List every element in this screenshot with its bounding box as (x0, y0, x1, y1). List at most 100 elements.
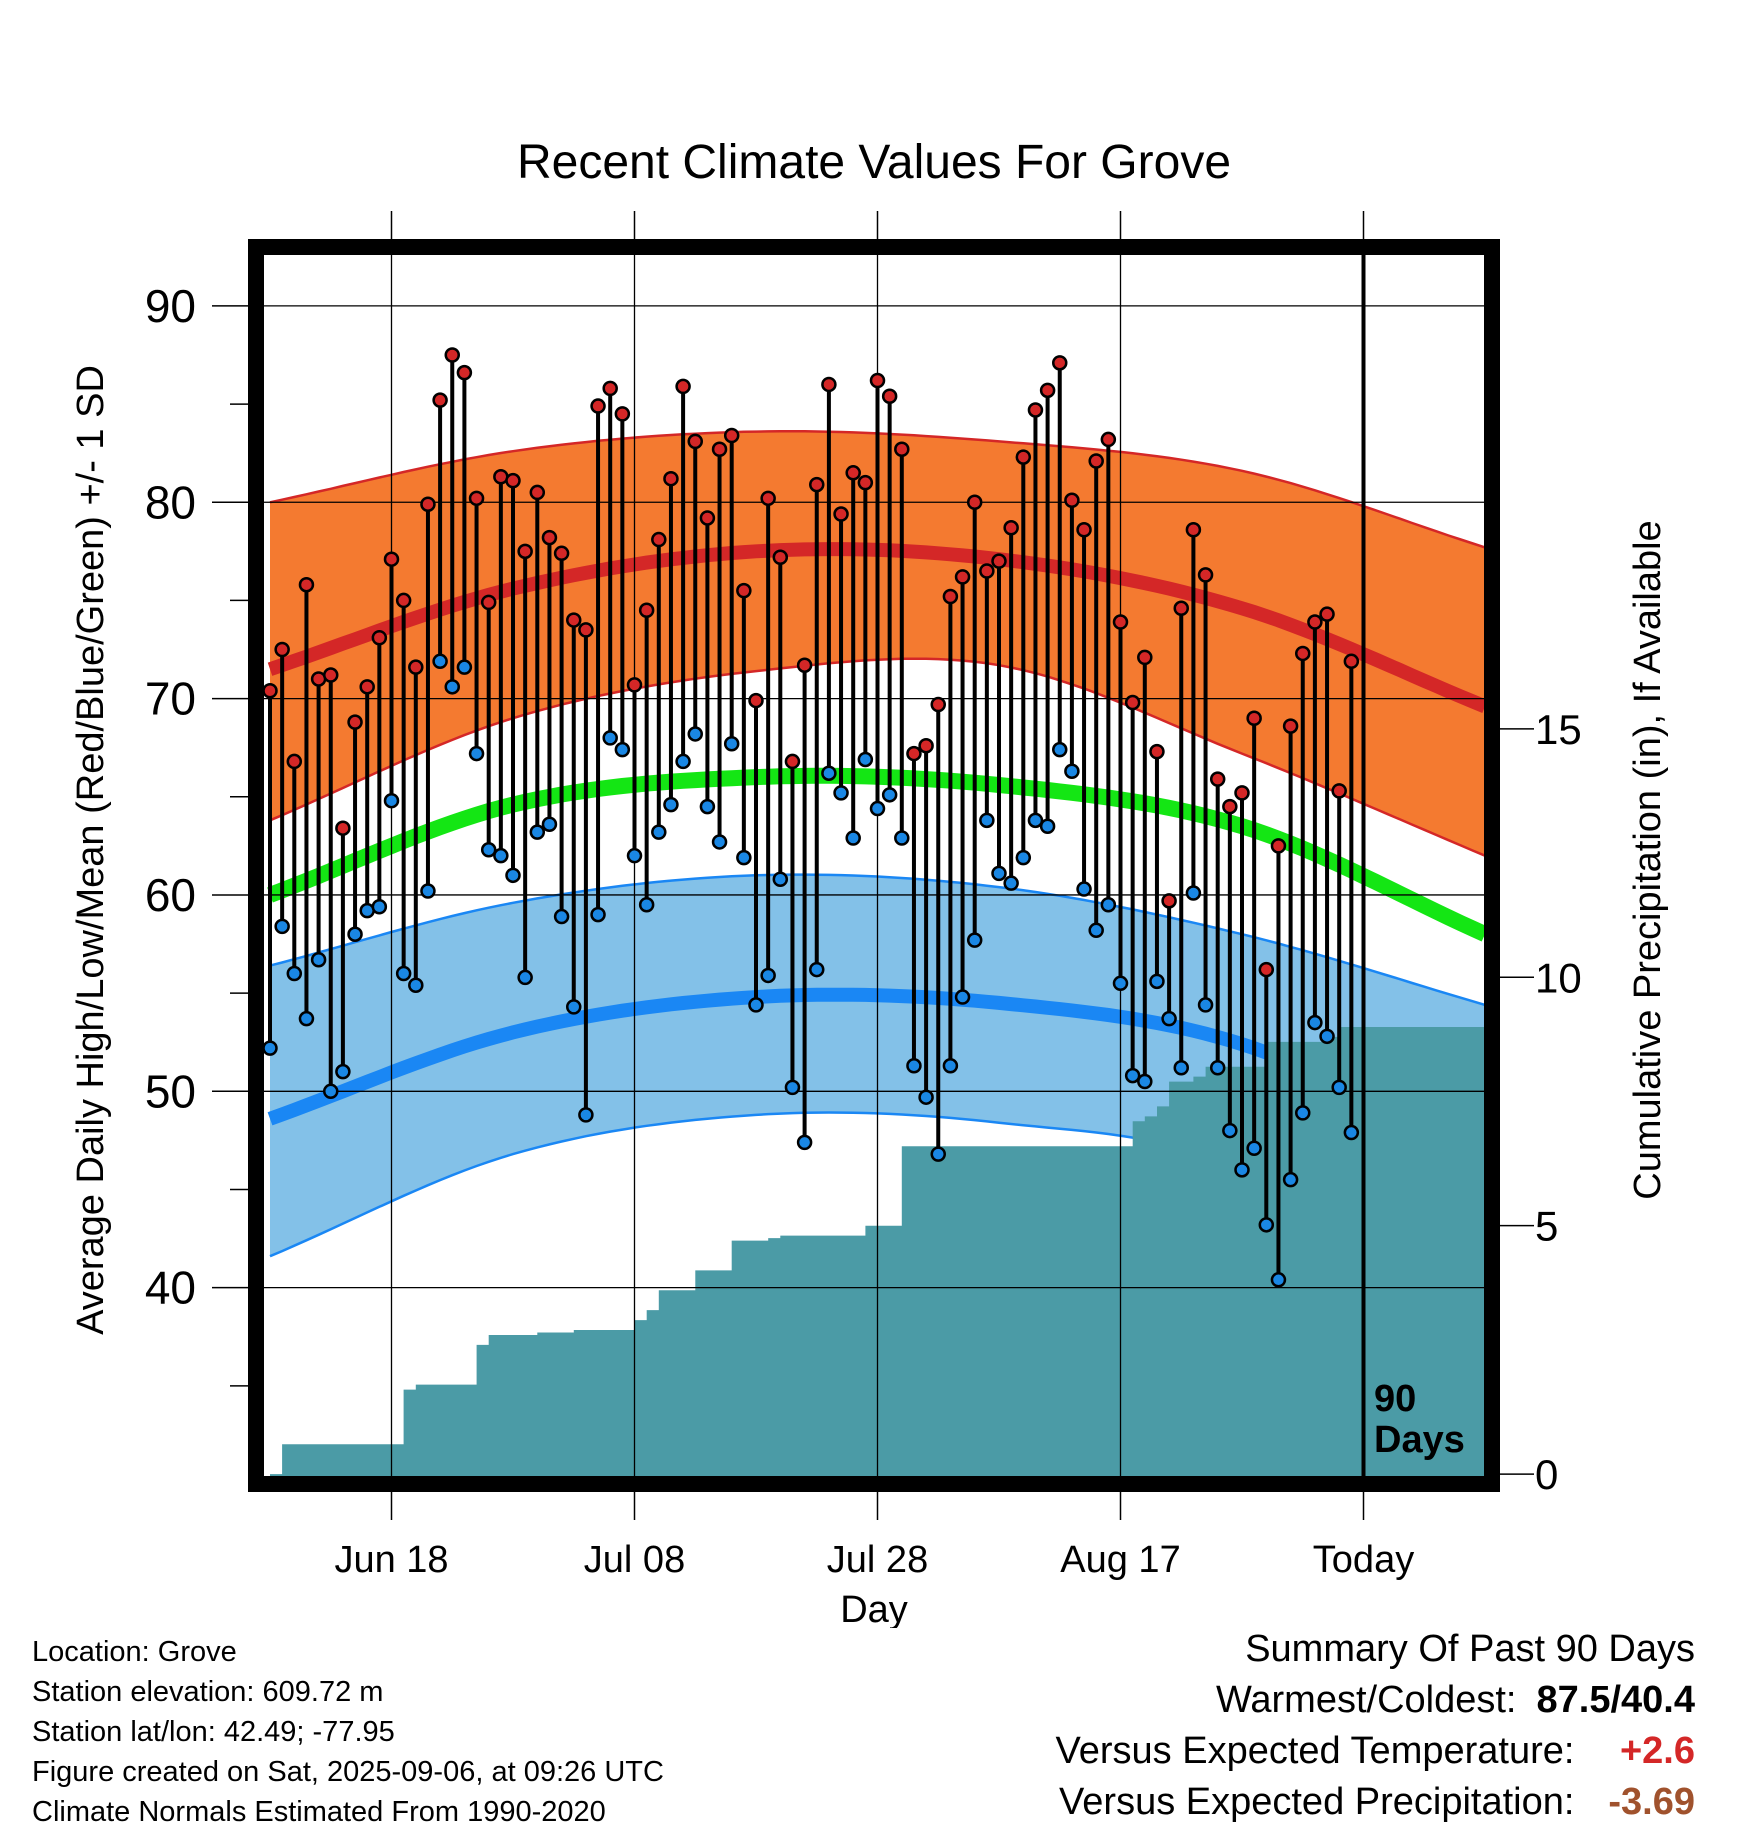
daily-low-point (614, 741, 631, 758)
x-tick-label: Jul 28 (827, 1539, 928, 1581)
daily-high-point (1222, 798, 1238, 815)
daily-high-point (456, 364, 473, 381)
x-tick-label: Today (1313, 1539, 1414, 1581)
daily-high-point (286, 753, 303, 770)
x-tick-label: Jun 18 (334, 1539, 448, 1581)
daily-high-point (760, 490, 776, 507)
daily-low-point (395, 965, 412, 982)
daily-low-point (833, 785, 849, 801)
daily-low-point (553, 908, 570, 925)
daily-low-point (1100, 897, 1117, 913)
temp-delta-value: +2.6 (1619, 1730, 1695, 1772)
today-marker-label-line1: 90 (1374, 1378, 1416, 1420)
daily-high-point (821, 376, 837, 393)
daily-high-point (1185, 521, 1202, 538)
daily-high-point (335, 820, 351, 836)
daily-low-point (371, 898, 388, 915)
warm-cold-separator: / (1610, 1679, 1622, 1721)
daily-low-point (286, 965, 303, 982)
daily-low-point (857, 751, 874, 768)
daily-low-point (468, 745, 485, 762)
daily-high-point (1343, 653, 1360, 670)
daily-high-point (383, 551, 400, 567)
daily-low-point (809, 961, 825, 978)
daily-high-point (1246, 710, 1262, 726)
daily-low-point (529, 824, 546, 840)
daily-high-point (432, 392, 448, 408)
daily-low-point (1246, 1140, 1262, 1156)
daily-low-point (1185, 885, 1202, 901)
daily-low-point (274, 918, 290, 935)
daily-high-point (1015, 449, 1032, 465)
daily-high-point (1331, 783, 1347, 799)
daily-low-point (505, 867, 521, 884)
daily-high-point (626, 677, 643, 693)
daily-low-point (1258, 1217, 1275, 1233)
daily-low-point (1076, 881, 1092, 897)
x-axis-label: Day (840, 1589, 908, 1628)
daily-low-point (493, 847, 509, 864)
daily-low-point (845, 830, 861, 846)
daily-low-point (796, 1134, 813, 1151)
daily-low-point (1137, 1073, 1153, 1090)
daily-high-point (420, 496, 436, 512)
daily-low-point (966, 932, 983, 948)
daily-low-point (675, 753, 691, 770)
daily-high-point (675, 378, 691, 395)
y-tick-label-left: 50 (145, 1065, 196, 1117)
daily-low-point (979, 812, 995, 829)
daily-low-point (480, 842, 497, 858)
daily-low-point (262, 1040, 278, 1056)
daily-high-point (833, 506, 849, 522)
daily-low-point (1319, 1028, 1335, 1045)
daily-low-point (310, 951, 327, 968)
plot-content (256, 247, 1492, 1484)
daily-low-point (869, 800, 886, 817)
daily-high-point (1319, 606, 1335, 622)
daily-high-point (408, 659, 424, 675)
warmest-value: 87.5 (1536, 1679, 1611, 1721)
created-text: Figure created on Sat, 2025-09-06, at 09… (32, 1756, 664, 1788)
daily-high-point (323, 667, 339, 683)
daily-low-point (1222, 1122, 1238, 1139)
y-tick-label-left: 40 (145, 1262, 196, 1314)
elevation-text: Station elevation: 609.72 m (32, 1676, 384, 1708)
daily-high-point (566, 612, 582, 628)
daily-low-point (1343, 1124, 1360, 1141)
daily-high-point (298, 576, 315, 593)
daily-high-point (262, 682, 278, 699)
daily-low-point (1052, 741, 1068, 758)
daily-low-point (784, 1079, 801, 1096)
y-tick-label-left: 90 (145, 280, 196, 332)
daily-high-point (1295, 645, 1311, 662)
precip-delta-label: Versus Expected Precipitation: (1059, 1781, 1575, 1823)
daily-high-point (529, 484, 546, 501)
daily-high-point (1076, 521, 1092, 538)
y-tick-label-left: 80 (145, 476, 196, 528)
daily-low-point (723, 736, 740, 752)
daily-high-point (881, 388, 898, 404)
y-tick-label-left: 70 (145, 673, 196, 725)
plot-frame (248, 239, 1500, 1492)
daily-low-point (1234, 1162, 1250, 1178)
daily-low-point (1331, 1079, 1347, 1096)
summary-heading: Summary Of Past 90 Days (1245, 1628, 1695, 1670)
precip-delta-row: Versus Expected Precipitation: -3.69 (1056, 1777, 1695, 1828)
daily-low-point (1039, 818, 1056, 834)
daily-low-point (626, 847, 643, 864)
daily-high-point (772, 549, 789, 565)
daily-high-point (857, 474, 874, 491)
daily-low-point (1064, 763, 1080, 780)
location-text: Location: Grove (32, 1636, 237, 1668)
daily-low-point (1161, 1010, 1177, 1027)
daily-high-point (1307, 614, 1323, 630)
daily-high-point (1197, 567, 1214, 583)
y-axis-label-right: Cumulative Precipitation (in), If Availa… (1627, 520, 1669, 1199)
daily-high-point (274, 641, 290, 658)
daily-low-point (1270, 1272, 1287, 1288)
daily-high-point (979, 563, 995, 579)
daily-high-point (942, 588, 959, 605)
daily-high-point (784, 753, 801, 770)
daily-high-point (517, 543, 533, 560)
daily-high-point (371, 629, 388, 646)
